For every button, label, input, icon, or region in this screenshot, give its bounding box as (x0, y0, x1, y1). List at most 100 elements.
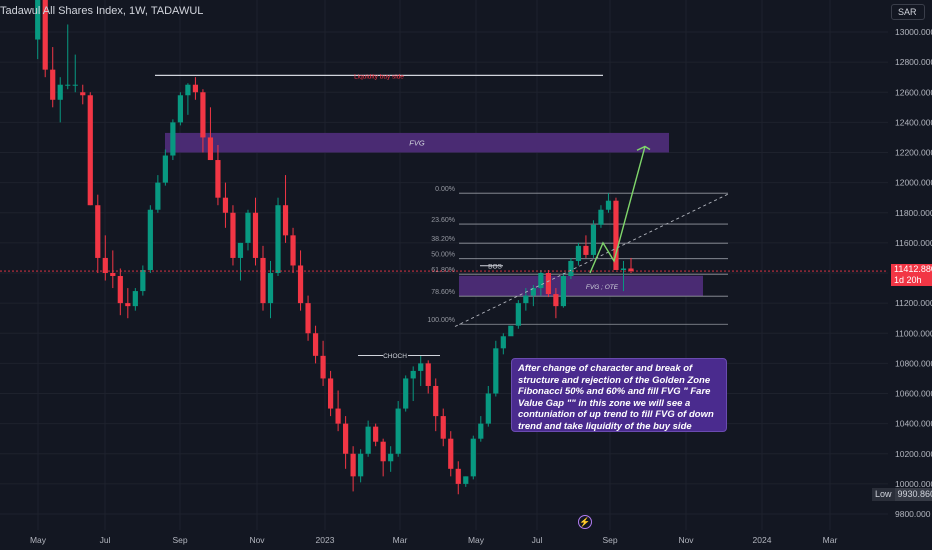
candle-body (110, 273, 116, 277)
bar-countdown: 1d 20h (894, 275, 922, 285)
candle-body (50, 69, 56, 100)
candle-body (365, 426, 371, 454)
candle-body (282, 205, 289, 236)
time-tick-label: Jul (100, 535, 111, 545)
candle-body (72, 84, 78, 86)
candle-body (162, 155, 168, 183)
candle-body (598, 209, 604, 225)
candle-body (538, 273, 544, 289)
candle-body (508, 325, 514, 337)
candle-body (117, 276, 123, 304)
candle-body (395, 408, 401, 454)
candle-body (493, 348, 499, 394)
candle-body (147, 209, 153, 270)
candle-body (192, 84, 199, 93)
candle-body (418, 363, 424, 371)
price-tick-label: 10600.000 (895, 389, 932, 399)
candle-body (388, 453, 394, 462)
price-tick-label: 11000.000 (895, 328, 932, 338)
candle-body (478, 423, 484, 439)
candle-body (583, 245, 589, 255)
candle-body (575, 245, 582, 261)
price-tick-label: 11200.000 (895, 298, 932, 308)
price-tick-label: 12800.000 (895, 57, 932, 67)
price-tick-label: 10800.000 (895, 358, 932, 368)
candle-body (463, 476, 469, 484)
price-tick-label: 12000.000 (895, 178, 932, 188)
candle-body (628, 268, 634, 272)
projection-path (589, 146, 646, 274)
zones (165, 132, 703, 297)
candle-body (350, 453, 356, 477)
projection-arrowhead (636, 145, 651, 151)
candle-body (185, 84, 191, 96)
candle-body (605, 200, 612, 210)
analysis-note[interactable]: After change of character and break of s… (511, 358, 727, 432)
liquidity-label: Liquidity buy side (354, 73, 404, 80)
candle-body (155, 182, 161, 210)
price-tick-label: 11800.000 (895, 208, 932, 218)
candle-body (305, 303, 311, 334)
fib-level-label: 78.60% (431, 289, 455, 296)
candle-body (42, 0, 48, 70)
candle-body (327, 378, 334, 409)
fvg-ote-zone (459, 275, 703, 297)
candle-body (177, 95, 183, 123)
bos-label: BOS (488, 263, 502, 270)
low-marker: Low 9930.860 (872, 488, 932, 501)
candle-body (200, 92, 206, 138)
currency-button[interactable]: SAR (891, 4, 925, 20)
candle-body (553, 294, 559, 307)
candle-body (358, 453, 364, 477)
candles (35, 0, 634, 495)
candle-body (410, 370, 416, 379)
candle-body (80, 92, 86, 96)
price-tick-label: 13000.000 (895, 27, 932, 37)
annotations: Liquidity buy side FVG FVG ; OTE CHOCH BOS (0, 73, 888, 361)
candle-body (335, 408, 341, 424)
candle-body (560, 276, 566, 307)
candle-body (343, 423, 349, 454)
candle-body (87, 95, 93, 206)
time-tick-label: Sep (172, 535, 187, 545)
candle-body (380, 441, 386, 462)
candle-body (470, 438, 476, 477)
candle-body (230, 212, 236, 258)
candle-body (620, 268, 627, 270)
candle-body (215, 160, 221, 198)
candle-body (320, 355, 326, 379)
candle-body (252, 212, 259, 258)
fib-level-label: 50.00% (431, 252, 455, 259)
price-tick-label: 11600.000 (895, 238, 932, 248)
candle-body (515, 303, 521, 326)
candle-body (530, 288, 536, 296)
price-tick-label: 12600.000 (895, 87, 932, 97)
low-label: Low (872, 488, 895, 501)
low-value: 9930.860 (894, 488, 932, 501)
time-tick-label: May (30, 535, 47, 545)
fib-level-label: 23.60% (431, 217, 455, 224)
last-price-value: 11412.880 (894, 264, 932, 274)
lightning-bolt-icon[interactable]: ⚡ (578, 515, 592, 529)
candle-body (568, 260, 574, 277)
last-price-tag: 11412.880 1d 20h (891, 264, 932, 286)
candle-body (613, 200, 619, 270)
price-tick-label: 12400.000 (895, 117, 932, 127)
candle-body (95, 205, 101, 258)
candle-body (290, 235, 296, 266)
time-axis[interactable]: May Jul Sep Nov 2023 Mar May Jul Sep Nov 2024 Mar (30, 535, 838, 545)
fib-level-label: 61.80% (431, 267, 455, 274)
candle-body (170, 122, 176, 156)
fibonacci-retracement: 0.00% 23.60% 38.20% 50.00% 61.80% 78.60% 100.0… (427, 186, 728, 325)
candle-body (245, 212, 251, 243)
fvg-ote-label: FVG ; OTE (586, 284, 619, 291)
choch-label-bg (383, 350, 408, 361)
choch-label: CHOCH (383, 353, 407, 360)
candle-body (140, 269, 146, 292)
symbol-title[interactable]: Tadawul All Shares Index, 1W, TADAWUL (0, 5, 204, 17)
candle-body (448, 438, 454, 469)
time-tick-label: Mar (823, 535, 838, 545)
fib-level-label: 100.00% (427, 317, 455, 324)
